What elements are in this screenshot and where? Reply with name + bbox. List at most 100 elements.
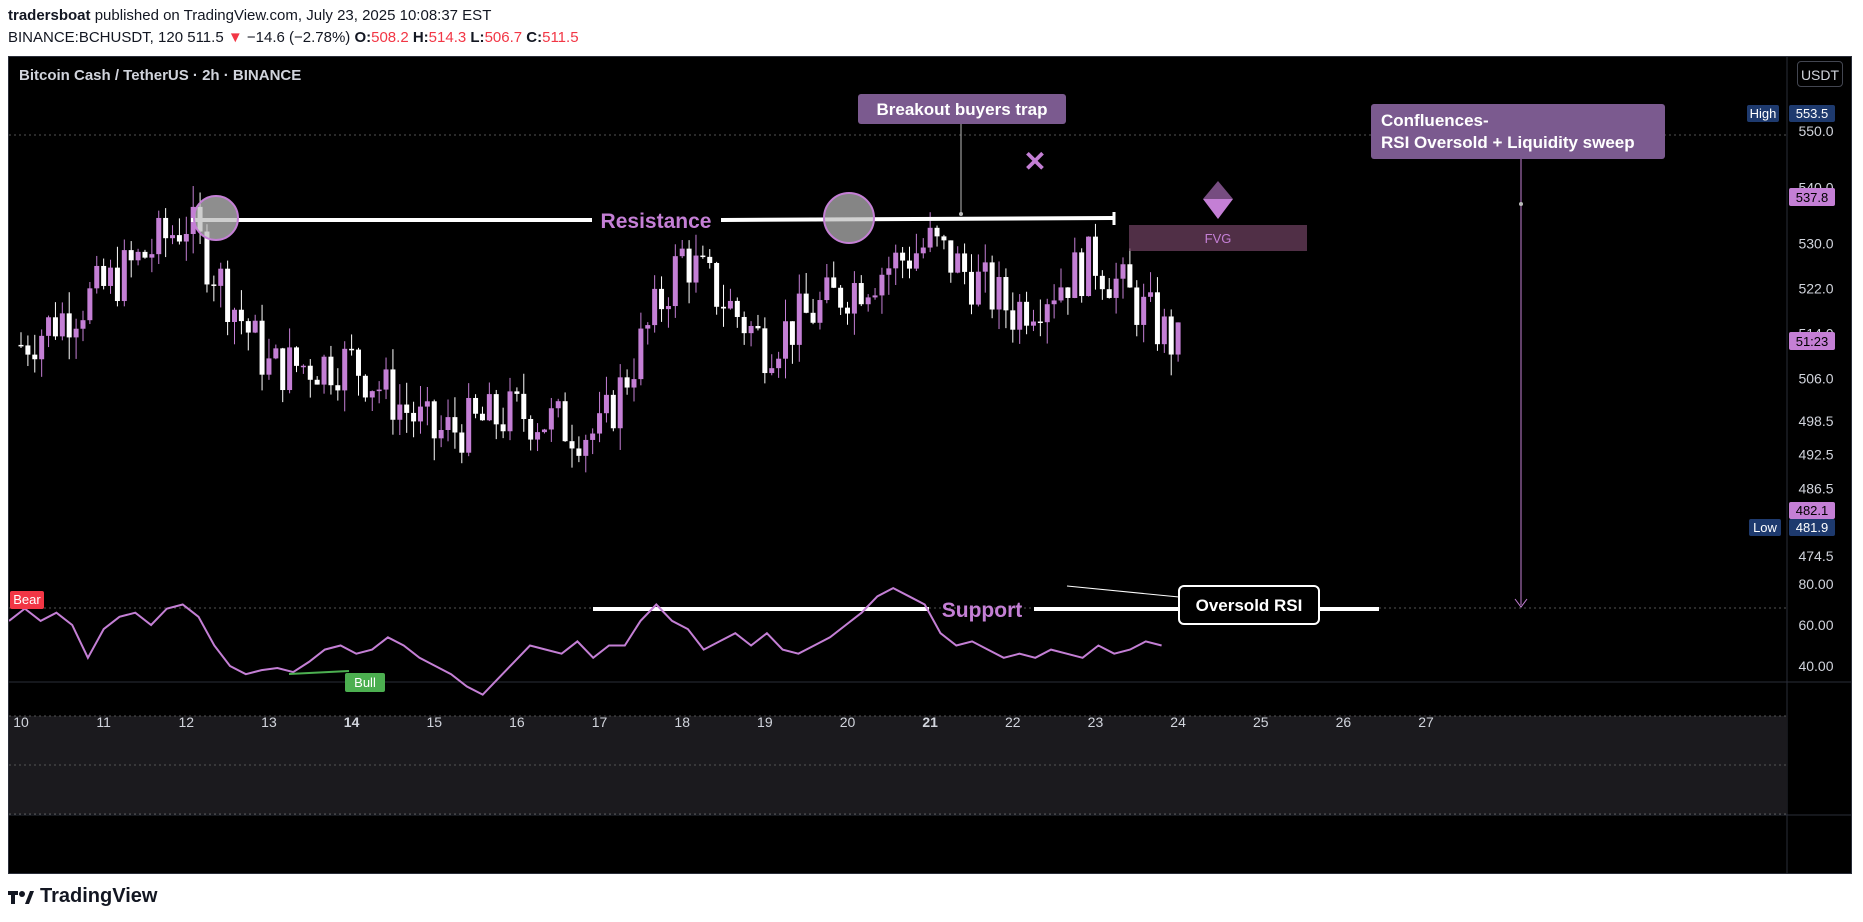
time-axis[interactable]: 10 11 12 13 14 15 16 17 18 19 20 21 22 23 24 25 26 27: [13, 714, 1434, 730]
candle-body: [872, 295, 878, 298]
brand-text: TradingView: [40, 885, 158, 907]
candle-body: [948, 240, 954, 273]
candle-body: [817, 300, 823, 323]
candle-body: [562, 401, 568, 442]
candle-body: [989, 262, 995, 310]
price-tick-label: 506.0: [1798, 371, 1833, 387]
candle-body: [445, 417, 451, 431]
candle-body: [424, 401, 430, 407]
time-tick-label: 14: [344, 714, 360, 730]
candle-body: [73, 328, 79, 338]
price-tick-label: 498.5: [1798, 413, 1833, 429]
candle-body: [94, 265, 100, 289]
candle-series: [18, 186, 1181, 473]
chart-panel[interactable]: FVG Resistance Support Breakout buyers t…: [8, 56, 1852, 874]
breakout-callout[interactable]: [858, 94, 1066, 124]
candle-body: [762, 328, 768, 374]
bull-badge: Bull: [345, 673, 385, 692]
candle-body: [156, 217, 162, 255]
currency-unit-button[interactable]: USDT: [1797, 61, 1843, 87]
candle-body: [851, 283, 857, 314]
resistance-line-right[interactable]: [720, 216, 1115, 222]
time-tick-label: 24: [1170, 714, 1186, 730]
candle-body: [335, 385, 341, 391]
open-value: 508.2: [371, 29, 409, 46]
candle-body: [142, 251, 148, 258]
candle-body: [934, 227, 940, 237]
candle-body: [803, 293, 809, 313]
last-price: 511.5: [187, 29, 224, 46]
bull-label: Bull: [354, 675, 376, 690]
confluence-callout[interactable]: [1371, 104, 1665, 159]
price-tick-label: 530.0: [1798, 236, 1833, 252]
candle-body: [52, 317, 58, 337]
candle-body: [411, 412, 417, 422]
candle-body: [1175, 322, 1181, 355]
candle-body: [183, 233, 189, 242]
candle-body: [25, 345, 31, 355]
candle-body: [369, 391, 375, 398]
time-tick-label: 13: [261, 714, 277, 730]
candle-body: [748, 325, 754, 334]
candle-body: [114, 267, 120, 302]
price-tick-label: 550.0: [1798, 123, 1833, 139]
rsi-tick-label: 40.00: [1798, 658, 1833, 674]
low-label: L:: [470, 29, 485, 46]
candle-body: [741, 316, 747, 334]
candle-body: [603, 394, 609, 414]
time-tick-label: 19: [757, 714, 773, 730]
candle-body: [679, 248, 685, 257]
high-value: 553.5: [1796, 106, 1829, 121]
open-label: O:: [354, 29, 372, 46]
rsi-line: [9, 586, 1162, 696]
candle-body: [1148, 292, 1154, 297]
low-value: 481.9: [1796, 520, 1829, 535]
author-name[interactable]: tradersboat: [8, 7, 91, 24]
resistance-touch-1-icon: [193, 195, 239, 241]
candle-body: [238, 309, 244, 322]
candle-body: [204, 231, 210, 285]
oversold-callout[interactable]: [1178, 585, 1320, 625]
candle-body: [962, 253, 968, 272]
candle-body: [638, 328, 644, 380]
candle-body: [473, 397, 479, 414]
candle-body: [1079, 252, 1085, 297]
price-axis[interactable]: 550.0540.0530.0522.0514.0506.0498.5492.5…: [1798, 123, 1833, 564]
candle-body: [390, 369, 396, 420]
chart-canvas[interactable]: FVG Resistance Support Breakout buyers t…: [9, 57, 1852, 874]
confluence-arrow-icon: [1514, 598, 1528, 608]
candle-body: [300, 365, 306, 368]
candle-body: [397, 404, 403, 420]
rsi-axis[interactable]: 80.00 60.00 40.00: [1798, 576, 1833, 674]
candle-body: [1010, 310, 1016, 330]
candle-body: [1051, 300, 1057, 305]
candle-body: [1113, 278, 1119, 298]
publish-info: tradersboat published on TradingView.com…: [8, 6, 491, 25]
time-tick-label: 25: [1253, 714, 1269, 730]
candle-body: [128, 250, 134, 261]
tradingview-logo[interactable]: TradingView: [8, 885, 157, 908]
confluence-line1: Confluences-: [1381, 111, 1489, 130]
candle-body: [610, 394, 616, 429]
support-level-badge: 482.1: [1789, 502, 1835, 519]
price-tick-label: 522.0: [1798, 281, 1833, 297]
candle-body: [87, 288, 93, 321]
candle-body: [845, 307, 850, 314]
candle-body: [693, 255, 699, 283]
candle-body: [583, 439, 589, 456]
candle-body: [1058, 287, 1064, 301]
candle-body: [645, 325, 651, 329]
candle-body: [714, 263, 720, 307]
candle-body: [101, 265, 107, 286]
candle-body: [624, 377, 630, 388]
candle-body: [1161, 316, 1167, 345]
candle-body: [865, 297, 871, 305]
candle-body: [355, 349, 361, 376]
quote-bar: BINANCE:BCHUSDT, 120 511.5 ▼ −14.6 (−2.7…: [8, 28, 579, 47]
candle-body: [259, 320, 265, 375]
time-tick-label: 23: [1088, 714, 1104, 730]
time-tick-label: 26: [1336, 714, 1352, 730]
fvg-label: FVG: [1205, 231, 1232, 246]
candle-body: [597, 413, 603, 434]
candle-body: [1099, 275, 1105, 290]
